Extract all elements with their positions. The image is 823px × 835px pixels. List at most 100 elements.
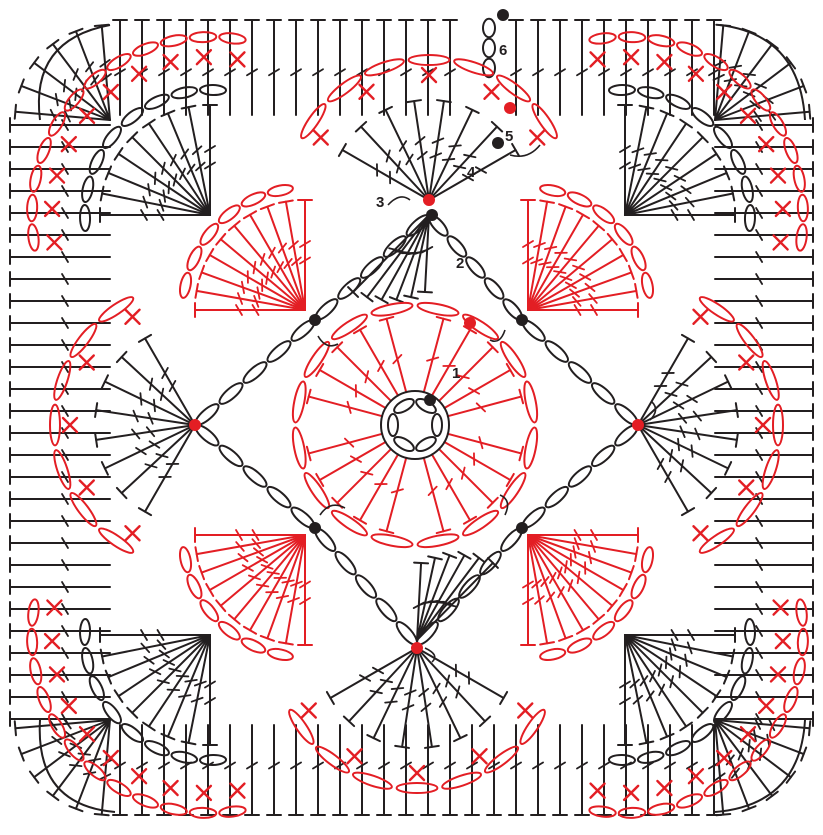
treble-stitch-icon [446,432,525,462]
treble-stitch-icon [596,19,612,116]
treble-stitch-icon [714,117,814,133]
treble-stitch-icon [624,165,731,216]
start-dot-icon [632,419,644,431]
treble-stitch-icon [527,527,639,543]
round-label-5: 5 [505,128,513,145]
turn-arrow-icon [424,647,436,663]
treble-stitch-icon [112,724,128,816]
treble-stitch-icon [104,634,211,685]
treble-stitch-icon [714,711,814,727]
treble-stitch-icon [17,719,111,762]
treble-stitch-icon [527,283,639,311]
treble-stitch-icon [374,214,430,305]
single-crochet-x-icon [43,200,61,218]
treble-stitch-icon [420,19,436,116]
single-crochet-x-icon [124,525,141,542]
treble-stitch-icon [376,724,392,816]
turn-arrow-icon [489,329,506,343]
treble-stitch-icon [115,424,196,500]
oval-chain-icon [300,54,558,140]
treble-stitch-icon [360,214,430,303]
single-crochet-x-icon [483,83,500,100]
treble-stitch-icon [624,634,731,685]
single-crochet-x-icon [60,135,78,153]
treble-stitch-icon [9,601,111,617]
treble-stitch-icon [366,647,418,743]
oval-chain-icon [607,84,756,233]
treble-stitch-icon [428,105,480,201]
single-crochet-x-icon [60,697,78,715]
treble-stitch-icon [714,103,812,122]
treble-stitch-icon [520,534,536,646]
oval-chain-icon [415,436,437,453]
treble-stitch-icon [160,634,211,741]
treble-stitch-icon [198,264,306,311]
single-crochet-x-icon [471,748,488,765]
oval-chain-icon [26,31,247,252]
single-crochet-x-icon [772,234,789,251]
start-dot-icon [309,522,321,534]
single-crochet-x-icon [656,53,673,71]
treble-stitch-icon [714,183,814,199]
corner-frame [38,719,116,813]
corner-frame [37,24,111,121]
treble-stitch-icon [527,534,639,562]
single-crochet-x-icon [420,66,438,84]
treble-stitch-icon [142,118,211,216]
treble-stitch-icon [215,232,306,311]
single-crochet-x-icon [46,599,63,616]
oval-chain-icon [698,296,784,554]
outer-round-6 [9,17,814,817]
treble-stitch-icon [315,441,387,488]
treble-stitch-icon [617,634,633,746]
treble-stitch-icon [416,552,486,641]
treble-stitch-icon [714,271,814,287]
treble-stitch-icon [332,19,348,116]
treble-stitch-icon [428,142,521,201]
treble-stitch-icon [9,579,111,595]
treble-stitch-icon [527,264,635,311]
treble-stitch-icon [9,623,111,639]
treble-stitch-icon [464,724,480,816]
treble-stitch-icon [438,448,499,509]
single-crochet-x-icon [589,51,606,68]
single-crochet-x-icon [757,135,775,153]
round-label-3: 3 [376,194,384,211]
single-crochet-x-icon [757,697,775,715]
treble-stitch-icon [310,724,326,816]
treble-stitch-icon [714,381,814,397]
single-crochet-x-icon [61,416,79,434]
treble-stitch-icon [9,359,111,375]
treble-stitch-icon [624,104,655,216]
treble-stitch-icon [416,647,440,749]
treble-stitch-icon [527,302,639,318]
treble-stitch-icon [527,534,606,625]
treble-stitch-icon [624,109,675,216]
single-crochet-x-icon [769,666,787,683]
treble-stitch-icon [714,557,814,573]
treble-stitch-icon [160,109,211,216]
treble-stitch-icon [596,724,612,816]
treble-stitch-icon [137,424,196,517]
treble-stitch-icon [100,424,196,476]
turn-arrow-icon [649,401,657,421]
treble-stitch-icon [9,271,111,287]
treble-stitch-icon [194,302,306,318]
treble-stitch-icon [9,447,111,463]
treble-stitch-icon [266,724,282,816]
treble-stitch-icon [9,227,111,243]
treble-stitch-icon [438,341,499,402]
treble-stitch-icon [527,534,618,613]
single-crochet-x-icon [78,354,95,371]
start-dot-icon [309,314,321,326]
treble-stitch-icon [378,105,430,201]
single-crochet-x-icon [774,200,792,218]
treble-stitch-icon [624,131,709,216]
treble-stitch-icon [443,362,515,409]
middle-rounds [178,183,655,662]
treble-stitch-icon [113,634,211,703]
treble-stitch-icon [205,247,306,311]
single-crochet-x-icon [774,632,792,650]
treble-stitch-icon [714,161,814,177]
oval-chain-icon [314,527,418,646]
